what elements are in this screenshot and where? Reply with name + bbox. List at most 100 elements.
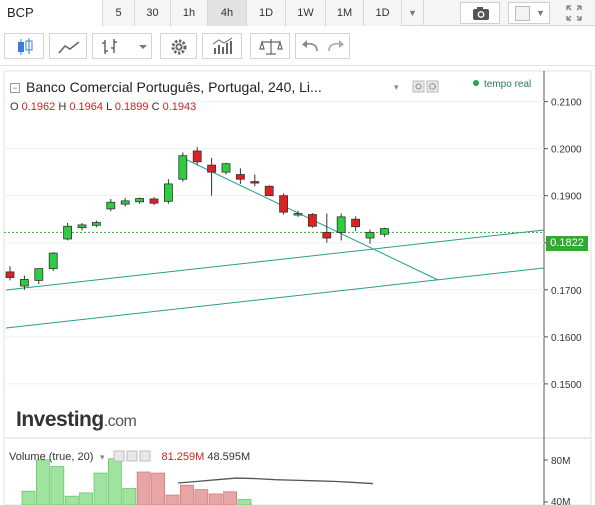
price-tick-label: 0.1900 xyxy=(551,192,582,203)
candle xyxy=(264,185,274,197)
trendline-upper xyxy=(5,229,545,291)
volume-ma-value: 48.595M xyxy=(207,451,251,463)
price-gridlines xyxy=(4,101,544,385)
candle xyxy=(5,266,15,281)
chevron-down-icon[interactable]: ▾ xyxy=(394,83,399,93)
color-picker-button[interactable]: ▼ xyxy=(508,2,550,24)
timeframe-1d-dropdown[interactable]: 1D xyxy=(364,0,402,26)
candles-style-button[interactable] xyxy=(4,33,44,59)
volume-legend: Volume (true, 20) ▾ 81.259M 48.595M xyxy=(9,450,250,463)
low-label: L xyxy=(106,101,112,113)
undo-redo-group xyxy=(295,33,350,59)
compare-button[interactable] xyxy=(250,33,290,59)
bar-style-button[interactable] xyxy=(92,33,152,59)
price-tick-label: 0.1700 xyxy=(551,286,582,297)
volume-bar xyxy=(122,488,137,505)
volume-bar xyxy=(79,492,93,505)
candle xyxy=(307,213,317,228)
volume-bar xyxy=(194,489,209,505)
timeframe-1d[interactable]: 1D xyxy=(247,0,286,26)
candle xyxy=(92,220,101,228)
ohlc-bars-icon xyxy=(102,39,147,54)
candles xyxy=(5,147,389,290)
volume-bar xyxy=(208,493,223,505)
logo-suffix: .com xyxy=(103,413,137,430)
timeframe-1w[interactable]: 1W xyxy=(286,0,326,26)
volume-bar xyxy=(151,472,166,505)
candle xyxy=(163,179,173,204)
timeframe-1h[interactable]: 1h xyxy=(171,0,208,26)
price-tick-label: 0.2000 xyxy=(551,145,582,156)
volume-bar xyxy=(64,495,79,505)
candle xyxy=(34,268,44,285)
chevron-down-icon: ▼ xyxy=(536,8,545,18)
investing-logo: Investing.com xyxy=(16,408,137,432)
candle xyxy=(279,193,289,215)
price-chart[interactable]: 0.21000.20000.19000.18000.17000.16000.15… xyxy=(0,67,595,505)
open-value: 0.1962 xyxy=(21,101,56,113)
settings-button[interactable] xyxy=(160,33,197,59)
area-chart-icon xyxy=(58,41,80,54)
volume-bar xyxy=(21,490,36,505)
candle xyxy=(207,158,217,196)
color-swatch-icon xyxy=(515,6,530,21)
volume-bar xyxy=(50,466,65,505)
gear-icon[interactable] xyxy=(126,450,138,462)
open-label: O xyxy=(10,101,19,113)
volume-bar xyxy=(237,499,252,505)
line-style-button[interactable] xyxy=(49,33,87,59)
candle xyxy=(250,174,260,187)
candle xyxy=(365,229,375,244)
candle xyxy=(106,198,116,212)
volume-bar xyxy=(223,491,238,505)
candle xyxy=(178,152,188,182)
high-value: 0.1964 xyxy=(69,101,104,113)
chart-legend: − Banco Comercial Português, Portugal, 24… xyxy=(10,79,322,95)
gear-icon xyxy=(171,39,187,55)
realtime-label: tempo real xyxy=(484,79,532,90)
candle xyxy=(336,213,346,241)
close-icon[interactable] xyxy=(139,450,151,462)
volume-bar xyxy=(36,459,50,505)
candle xyxy=(221,162,231,175)
candle xyxy=(192,147,202,166)
close-value: 0.1943 xyxy=(162,101,197,113)
screenshot-button[interactable] xyxy=(460,2,500,24)
indicators-icon xyxy=(212,37,233,54)
eye-icon[interactable] xyxy=(113,450,125,462)
timeframe-5[interactable]: 5 xyxy=(103,0,135,26)
volume-value: 81.259M xyxy=(161,451,205,463)
price-tick-label: 0.2100 xyxy=(551,98,582,109)
timeframe-30[interactable]: 30 xyxy=(135,0,171,26)
close-label: C xyxy=(151,101,160,113)
chevron-down-icon[interactable]: ▼ xyxy=(402,0,424,26)
candle xyxy=(77,222,87,231)
candle xyxy=(322,213,332,243)
price-tick-label: 0.1500 xyxy=(551,380,582,391)
volume-bar xyxy=(108,458,122,505)
candle xyxy=(235,168,245,184)
eye-icon[interactable] xyxy=(412,80,425,93)
price-tick-label: 0.1600 xyxy=(551,333,582,344)
gear-icon[interactable] xyxy=(426,80,439,93)
low-value: 0.1899 xyxy=(114,101,149,113)
candle xyxy=(135,197,145,204)
symbol-search[interactable]: BCP xyxy=(0,0,103,26)
volume-moving-average xyxy=(177,477,374,485)
current-price-tag: 0.1822 xyxy=(546,236,588,251)
timeframe-1m[interactable]: 1M xyxy=(326,0,364,26)
chevron-down-icon[interactable]: ▾ xyxy=(100,453,105,463)
volume-legend-actions: ▾ xyxy=(100,450,151,463)
candle xyxy=(120,198,130,207)
candle xyxy=(48,252,58,271)
fullscreen-icon xyxy=(566,5,582,21)
timeframe-4h[interactable]: 4h xyxy=(208,0,247,26)
undo-icon[interactable] xyxy=(296,34,323,60)
redo-icon[interactable] xyxy=(323,34,350,60)
volume-bar xyxy=(165,494,180,505)
fullscreen-button[interactable] xyxy=(560,2,588,24)
camera-icon xyxy=(473,7,489,20)
collapse-icon[interactable]: − xyxy=(10,83,20,93)
candle xyxy=(63,222,72,241)
indicators-button[interactable] xyxy=(202,33,242,59)
